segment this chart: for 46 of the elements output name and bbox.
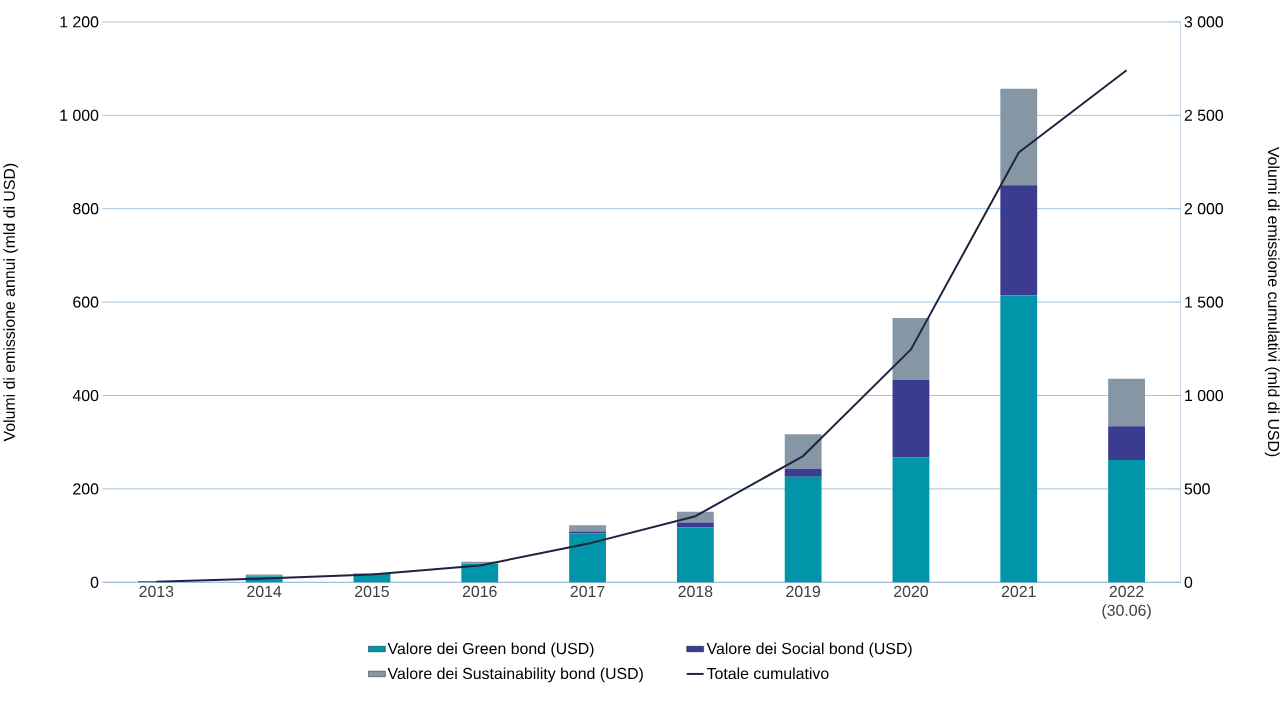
y2-tick-label: 500: [1184, 483, 1210, 495]
x-tick-label: 2019: [786, 585, 821, 598]
y2-tick-label: 1 500: [1185, 296, 1224, 308]
x-tick-label: 2020: [894, 585, 928, 598]
bar: [1000, 295, 1038, 583]
bar: [1108, 460, 1145, 583]
x-tick-label: 2017: [570, 585, 605, 598]
x-tick-label: 2016: [462, 585, 497, 598]
y-tick-label: 400: [72, 390, 99, 402]
bar: [892, 380, 930, 458]
legend-label: Valore dei Sustainability bond (USD): [387, 667, 643, 683]
bar: [1000, 88, 1038, 186]
x-tick-label: 2022 (30.06): [1102, 585, 1151, 620]
y2-tick-label: 2 000: [1184, 203, 1224, 215]
bar: [676, 527, 714, 583]
y2-tick-label: 2 500: [1184, 109, 1224, 122]
y-tick-label: 0: [90, 576, 99, 589]
y2-tick-label: 1 000: [1185, 390, 1224, 402]
y-tick-label: 800: [73, 203, 99, 215]
bar: [1108, 426, 1145, 461]
bar: [892, 318, 930, 381]
y2-axis-title: Volumi di emissione cumulativi (mld di USD): [1264, 147, 1280, 457]
x-tick-label: 2013: [139, 585, 174, 598]
bar: [892, 457, 930, 583]
legend-label: Valore dei Green bond (USD): [387, 642, 594, 658]
legend-label: Totale cumulativo: [706, 667, 829, 680]
line-series: [155, 69, 1128, 583]
x-tick-label: 2014: [247, 585, 282, 598]
x-tick-label: 2015: [355, 585, 389, 598]
y-axis-title: Volumi di emissione annui (mld di USD): [3, 163, 19, 442]
bar: [1000, 185, 1038, 296]
x-tick-label: 2018: [678, 585, 713, 598]
bar: [569, 525, 606, 532]
bar: [784, 476, 822, 583]
bar: [784, 434, 822, 469]
y-tick-label: 1 000: [60, 109, 99, 122]
y2-tick-label: 3 000: [1184, 16, 1224, 28]
y-tick-label: 1 200: [60, 16, 99, 28]
legend-label: Valore dei Social bond (USD): [706, 642, 912, 658]
bar: [784, 468, 822, 477]
bar: [569, 533, 606, 583]
y-tick-label: 200: [73, 483, 99, 495]
y-tick-label: 600: [73, 296, 99, 308]
x-tick-label: 2021: [1001, 585, 1036, 598]
y2-tick-label: 0: [1184, 576, 1193, 589]
bar: [1108, 378, 1145, 427]
